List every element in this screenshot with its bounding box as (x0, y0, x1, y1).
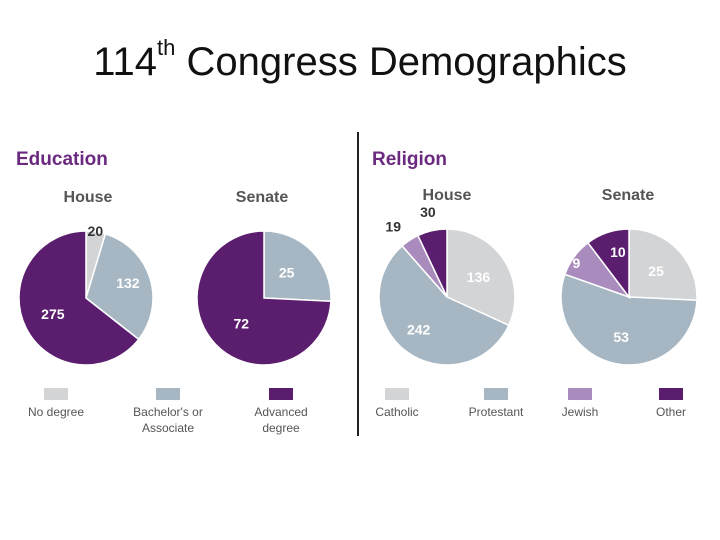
religion-senate-value-other: 10 (610, 244, 626, 260)
religion-legend-label-jewish: Jewish (562, 405, 599, 419)
religion-legend-swatch-protestant (484, 388, 508, 400)
religion-title: Religion (372, 149, 447, 170)
religion-house-slice-protestant (378, 244, 510, 366)
education-house-value-bachelor-s-or-associate: 132 (116, 275, 140, 291)
religion-senate-slice-catholic (628, 228, 698, 302)
title-suffix: Congress Demographics (175, 40, 627, 84)
religion-house-slice-other (416, 228, 448, 298)
religion-legend-swatch-other (659, 388, 683, 400)
religion-senate-value-jewish: 9 (572, 255, 580, 271)
religion-house-label: House (423, 187, 472, 204)
education-legend-swatch-advanced-degree (269, 388, 293, 400)
religion-legend-label-catholic: Catholic (375, 405, 418, 419)
education-title: Education (16, 149, 108, 170)
education-senate-slice-bachelor-s-or-associate (263, 230, 332, 303)
religion-senate-slice-other (586, 228, 630, 300)
education-legend-line: Bachelor's or (133, 405, 203, 419)
religion-senate-value-catholic: 25 (648, 263, 664, 279)
education-legend-line: Advanced (254, 405, 307, 419)
education-legend-line: degree (262, 421, 300, 435)
religion-house-value-other: 30 (420, 204, 436, 220)
education-house-slice-bachelor-s-or-associate (85, 232, 154, 341)
education-senate-value-advanced-degree: 72 (234, 315, 250, 331)
education-legend-swatch-bachelor-s-or-associate (156, 388, 180, 400)
education-legend-line: No degree (28, 405, 84, 419)
religion-senate-label: Senate (602, 187, 655, 204)
religion-legend-label-protestant: Protestant (469, 405, 524, 419)
education-house-slice-advanced-degree (18, 230, 140, 366)
education-senate-value-bachelor-s-or-associate: 25 (279, 265, 295, 281)
education-legend-label-advanced-degree: Advanced degree (254, 405, 307, 435)
education-house-value-no-degree: 20 (88, 223, 104, 239)
education-senate-label: Senate (236, 189, 289, 206)
religion-legend-line: Protestant (469, 405, 524, 419)
religion-legend-line: Catholic (375, 405, 418, 419)
education-senate-slice-advanced-degree (196, 230, 332, 366)
education-house-value-advanced-degree: 275 (41, 306, 65, 322)
religion-legend-swatch-catholic (385, 388, 409, 400)
religion-house-value-protestant: 242 (407, 322, 431, 338)
education-legend-swatch-no-degree (44, 388, 68, 400)
religion-legend-line: Other (656, 405, 686, 419)
education-legend-label-bachelor-s-or-associate: Bachelor's or Associate (133, 405, 203, 435)
religion-house-slice-catholic (446, 228, 516, 327)
religion-senate-slice-protestant (560, 273, 698, 366)
education-legend-line: Associate (142, 421, 194, 435)
religion-house-value-catholic: 136 (467, 269, 491, 285)
religion-legend-swatch-jewish (568, 388, 592, 400)
education-panel: Education House 20 132 275 Senate 25 72 No degre… (16, 149, 332, 435)
religion-senate-value-protestant: 53 (613, 329, 629, 345)
religion-panel: Religion House 136 242 19 30 Senate 25 53 9 10 Cath… (372, 149, 698, 419)
education-legend-label-no-degree: No degree (28, 405, 84, 419)
title-prefix: 114 (93, 40, 158, 84)
education-house-label: House (64, 189, 113, 206)
religion-legend-line: Jewish (562, 405, 599, 419)
religion-house-value-jewish: 19 (385, 218, 401, 234)
religion-legend-label-other: Other (656, 405, 686, 419)
slide-title: 114th Congress Demographics (0, 35, 720, 85)
title-superscript: th (157, 34, 176, 60)
